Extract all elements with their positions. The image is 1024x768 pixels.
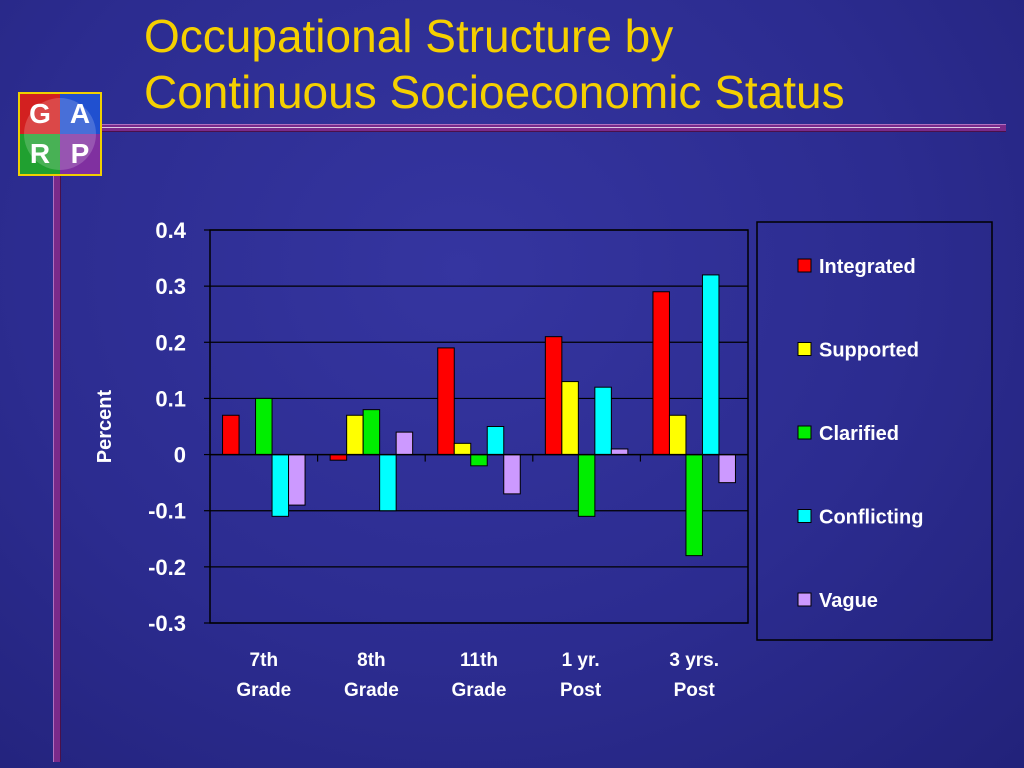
legend-label-conflicting: Conflicting	[819, 507, 923, 529]
legend-swatch-clarified	[797, 425, 812, 440]
bar-vague-2	[503, 454, 521, 495]
bar-integrated-2	[437, 347, 455, 456]
y-tick-label: 0.2	[155, 330, 186, 355]
logo-quadrant-red	[20, 94, 60, 134]
bar-clarified-4	[685, 454, 703, 557]
legend-label-integrated: Integrated	[819, 256, 916, 278]
slide-title-line-1: Occupational Structure by	[144, 10, 674, 62]
garp-logo: G A R P	[18, 92, 102, 176]
bar-clarified-2	[470, 454, 488, 467]
bar-integrated-0	[222, 414, 240, 456]
legend-swatch-integrated	[797, 258, 812, 273]
y-axis-label: Percent	[94, 389, 116, 463]
logo-ring	[24, 98, 96, 170]
bar-supported-1	[346, 414, 364, 456]
bar-clarified-3	[577, 454, 596, 517]
bar-clarified-1	[362, 409, 381, 456]
x-category-label: Post	[674, 680, 716, 701]
left-vertical-rule	[53, 176, 61, 762]
logo-letter-r: R	[29, 138, 51, 169]
legend-swatch-vague	[797, 592, 812, 607]
legend-box	[756, 221, 993, 641]
logo-quadrant-green	[20, 134, 60, 174]
bar-supported-4	[668, 414, 687, 456]
logo-quadrant-purple	[60, 134, 100, 174]
logo-letter-a: A	[69, 98, 91, 129]
x-category-label: 8th	[357, 650, 386, 671]
bar-integrated-3	[544, 336, 563, 456]
y-tick-label: -0.2	[148, 555, 186, 580]
bar-conflicting-0	[271, 454, 290, 517]
legend-swatch-conflicting	[797, 509, 812, 523]
bar-vague-4	[718, 454, 736, 484]
bar-vague-0	[288, 454, 306, 506]
bar-clarified-0	[255, 397, 273, 456]
legend-label-supported: Supported	[819, 340, 919, 362]
bar-supported-3	[561, 381, 579, 456]
bar-vague-3	[610, 448, 629, 456]
x-category-label: Grade	[236, 680, 291, 701]
legend-label-clarified: Clarified	[819, 423, 899, 445]
bar-supported-2	[453, 442, 472, 456]
logo-letter-p: P	[70, 138, 90, 169]
x-category-label: 11th	[460, 650, 498, 671]
title-underline-highlight	[102, 127, 1000, 128]
y-tick-label: 0.1	[155, 386, 186, 411]
x-category-label: 3 yrs.	[669, 650, 719, 671]
y-tick-label: 0.3	[155, 274, 186, 299]
logo-quadrant-blue	[60, 94, 100, 134]
bar-conflicting-1	[379, 454, 397, 512]
y-tick-label: 0.4	[155, 218, 186, 243]
legend-label-vague: Vague	[819, 590, 878, 612]
bar-conflicting-2	[486, 426, 505, 456]
y-tick-label: 0	[174, 443, 186, 468]
x-category-label: Grade	[344, 680, 399, 701]
bar-conflicting-3	[594, 386, 612, 456]
x-category-label: 1 yr.	[562, 650, 600, 671]
bar-integrated-4	[652, 291, 670, 456]
bar-conflicting-4	[701, 274, 720, 456]
x-category-label: Post	[560, 680, 602, 701]
bar-integrated-1	[329, 454, 348, 461]
logo-letter-g: G	[29, 98, 51, 129]
y-tick-label: -0.1	[148, 499, 186, 524]
y-tick-label: -0.3	[148, 611, 186, 636]
slide-title: Occupational Structure by Continuous Soc…	[144, 8, 845, 120]
legend-swatch-supported	[797, 342, 812, 356]
slide-title-line-2: Continuous Socioeconomic Status	[144, 66, 845, 118]
x-category-label: Grade	[452, 680, 507, 701]
x-category-label: 7th	[250, 650, 279, 671]
title-underline	[102, 124, 1006, 132]
bar-vague-1	[395, 431, 414, 456]
